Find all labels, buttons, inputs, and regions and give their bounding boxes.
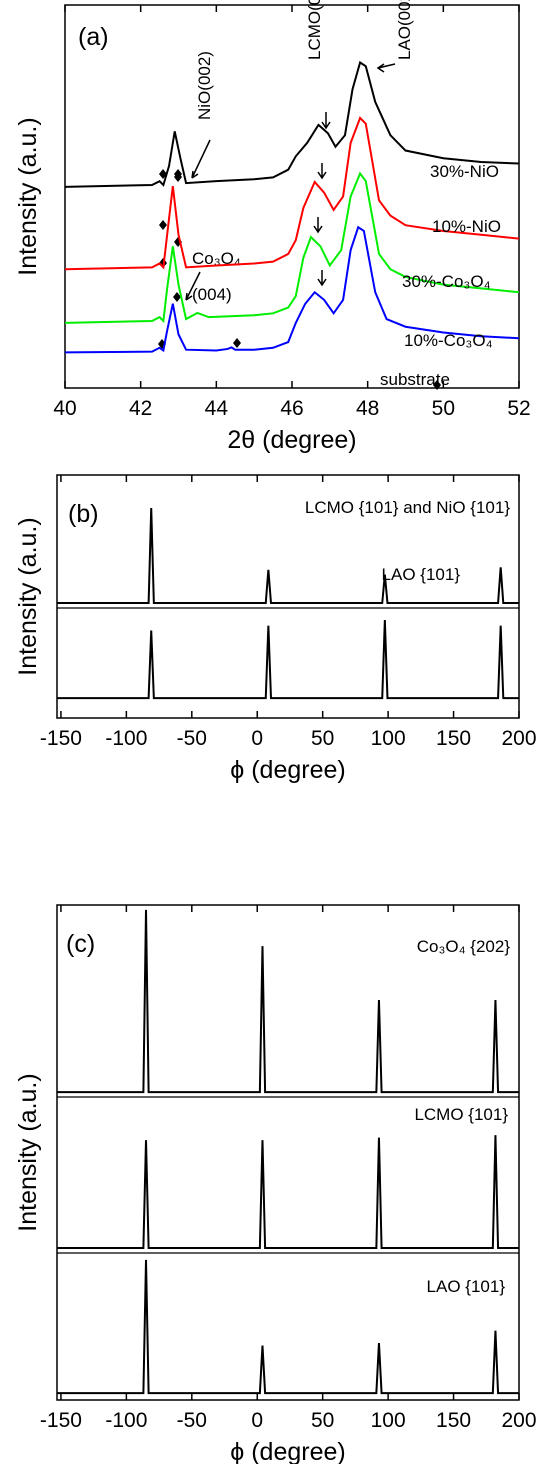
data-line	[57, 620, 519, 700]
x-tick-label: 0	[251, 727, 263, 750]
series-label: LAO {101}	[427, 1277, 506, 1296]
x-tick-label: 46	[280, 397, 303, 420]
y-axis-label: Intensity (a.u.)	[14, 1073, 42, 1231]
x-tick-label: -150	[40, 727, 82, 750]
data-line	[57, 909, 519, 1094]
y-axis-label: Intensity (a.u.)	[14, 517, 42, 675]
data-line	[64, 225, 520, 354]
data-line	[64, 60, 520, 188]
arrow	[317, 270, 327, 287]
series-label: 10%-NiO	[432, 217, 501, 236]
data-line	[64, 171, 520, 324]
plot-frame	[56, 474, 520, 719]
x-tick-label: 200	[501, 727, 536, 750]
y-axis-label: Intensity (a.u.)	[14, 117, 42, 275]
annotation: LAO(002)	[395, 0, 414, 60]
x-tick-label: 100	[371, 1409, 406, 1432]
panel-label: (a)	[78, 23, 109, 51]
data-line	[57, 508, 519, 605]
x-tick-label: 40	[53, 397, 76, 420]
series-label: LAO {101}	[382, 565, 461, 584]
x-tick-label: 42	[129, 397, 152, 420]
arrow	[321, 112, 331, 130]
x-tick-label: -50	[177, 1409, 207, 1432]
annotation: Co₃O₄	[192, 249, 241, 268]
x-tick-label: 48	[356, 397, 379, 420]
series-label: 30%-NiO	[430, 162, 499, 181]
x-tick-label: 44	[205, 397, 229, 420]
panel-label: (b)	[68, 500, 99, 528]
x-tick-label: 50	[311, 727, 334, 750]
x-tick-label: 0	[251, 1409, 263, 1432]
x-axis-label: 2θ (degree)	[227, 426, 356, 454]
arrow	[376, 63, 396, 73]
arrow	[185, 271, 201, 301]
series-label: 30%-Co₃O₄	[402, 272, 491, 291]
arrows	[185, 63, 396, 301]
panel-label: (c)	[66, 930, 95, 958]
annotation: substrate	[380, 370, 450, 389]
x-tick-label: 50	[432, 397, 455, 420]
arrow	[191, 139, 211, 179]
arrow	[317, 163, 327, 180]
x-tick-label: -50	[177, 727, 207, 750]
x-tick-label: -100	[105, 1409, 147, 1432]
x-axis-label: ϕ (degree)	[230, 1438, 345, 1464]
data-line	[57, 1135, 519, 1250]
x-tick-label: -150	[40, 1409, 82, 1432]
data-line	[57, 1259, 519, 1395]
series-label: LCMO {101}	[414, 1105, 508, 1124]
x-tick-label: 150	[436, 1409, 471, 1432]
x-axis-label: ϕ (degree)	[230, 756, 345, 784]
x-tick-label: -100	[105, 727, 147, 750]
annotation: NiO(002)	[195, 51, 214, 120]
x-tick-label: 100	[371, 727, 406, 750]
series-label: Co₃O₄ {202}	[417, 937, 511, 956]
annotation: LCMO(002)	[305, 0, 324, 60]
series-label: 10%-Co₃O₄	[404, 331, 493, 350]
x-tick-label: 200	[501, 1409, 536, 1432]
series-label: LCMO {101} and NiO {101}	[305, 498, 510, 517]
x-tick-label: 150	[436, 727, 471, 750]
annotation: (004)	[192, 285, 232, 304]
plot-frame	[56, 904, 520, 1401]
x-tick-label: 50	[311, 1409, 334, 1432]
x-tick-label: 52	[507, 397, 530, 420]
data-line	[64, 116, 520, 271]
arrow	[313, 217, 323, 234]
